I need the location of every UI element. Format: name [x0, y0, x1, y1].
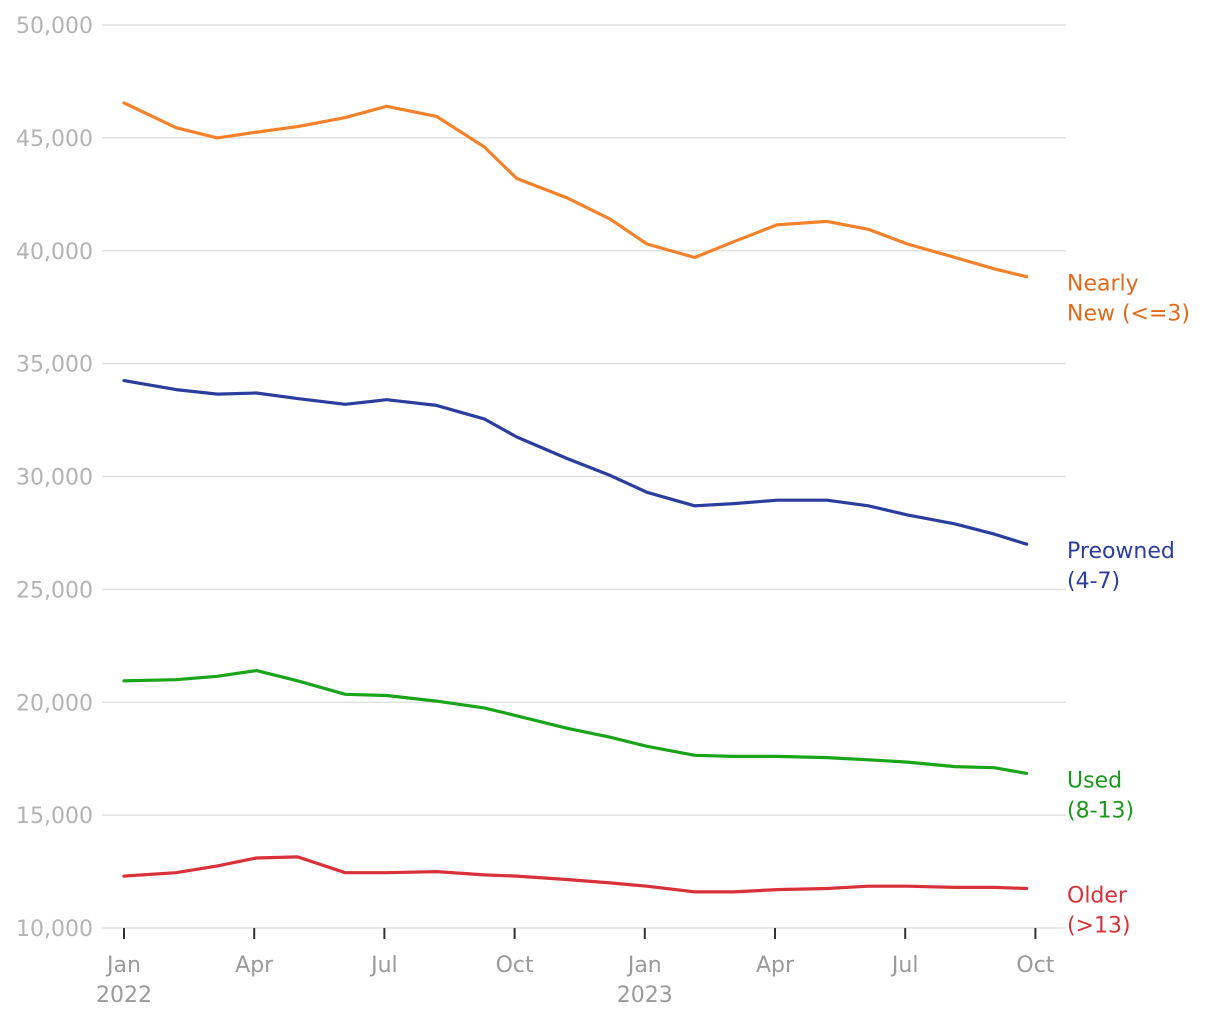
x-tick-label: Apr [235, 953, 274, 978]
series-label: Older (>13) [1067, 883, 1131, 938]
x-tick-label: Oct [1016, 953, 1054, 978]
y-tick-label: 20,000 [16, 691, 93, 716]
x-tick-label: Oct [496, 953, 534, 978]
y-tick-label: 10,000 [16, 917, 93, 942]
series-labels: Nearly New (<=3) Preowned (4-7) Used (8-13) Ol… [1067, 272, 1190, 939]
y-axis: 10,000 15,000 20,000 25,000 30,000 35,000 40,0… [16, 14, 93, 942]
y-tick-label: 25,000 [16, 578, 93, 603]
series-label-line: Used [1067, 768, 1122, 793]
series-label: Nearly New (<=3) [1067, 272, 1190, 327]
series-label: Used (8-13) [1067, 768, 1134, 823]
x-tick-year-label: 2023 [617, 983, 673, 1008]
series-label-line: (>13) [1067, 913, 1131, 938]
y-tick-label: 45,000 [16, 127, 93, 152]
series-line [122, 101, 1029, 279]
y-tick-label: 15,000 [16, 804, 93, 829]
x-tick-year-label: 2022 [96, 983, 152, 1008]
series-label-line: (4-7) [1067, 569, 1120, 594]
x-tick-label: Jan [105, 953, 141, 978]
series-label-line: Nearly [1067, 272, 1139, 297]
x-tick-label: Jul [890, 953, 919, 978]
series-label-line: Preowned [1067, 539, 1175, 564]
series-line [122, 668, 1029, 776]
x-axis: Jan 2022 Apr Jul Oct Jan 2023 Apr Jul Oct [96, 928, 1055, 1008]
y-tick-label: 40,000 [16, 240, 93, 265]
series-label-line: (8-13) [1067, 798, 1134, 823]
x-tick-label: Jan [626, 953, 662, 978]
y-tick-label: 35,000 [16, 353, 93, 378]
x-tick-label: Jul [369, 953, 398, 978]
series-label-line: New (<=3) [1067, 302, 1190, 327]
y-tick-label: 50,000 [16, 14, 93, 39]
x-tick-label: Apr [756, 953, 795, 978]
series-label: Preowned (4-7) [1067, 539, 1175, 594]
y-tick-label: 30,000 [16, 466, 93, 491]
gridlines [102, 24, 1066, 929]
series-label-line: Older [1067, 883, 1128, 908]
series-lines [122, 101, 1029, 894]
series-line [122, 855, 1029, 894]
series-line [122, 379, 1029, 546]
